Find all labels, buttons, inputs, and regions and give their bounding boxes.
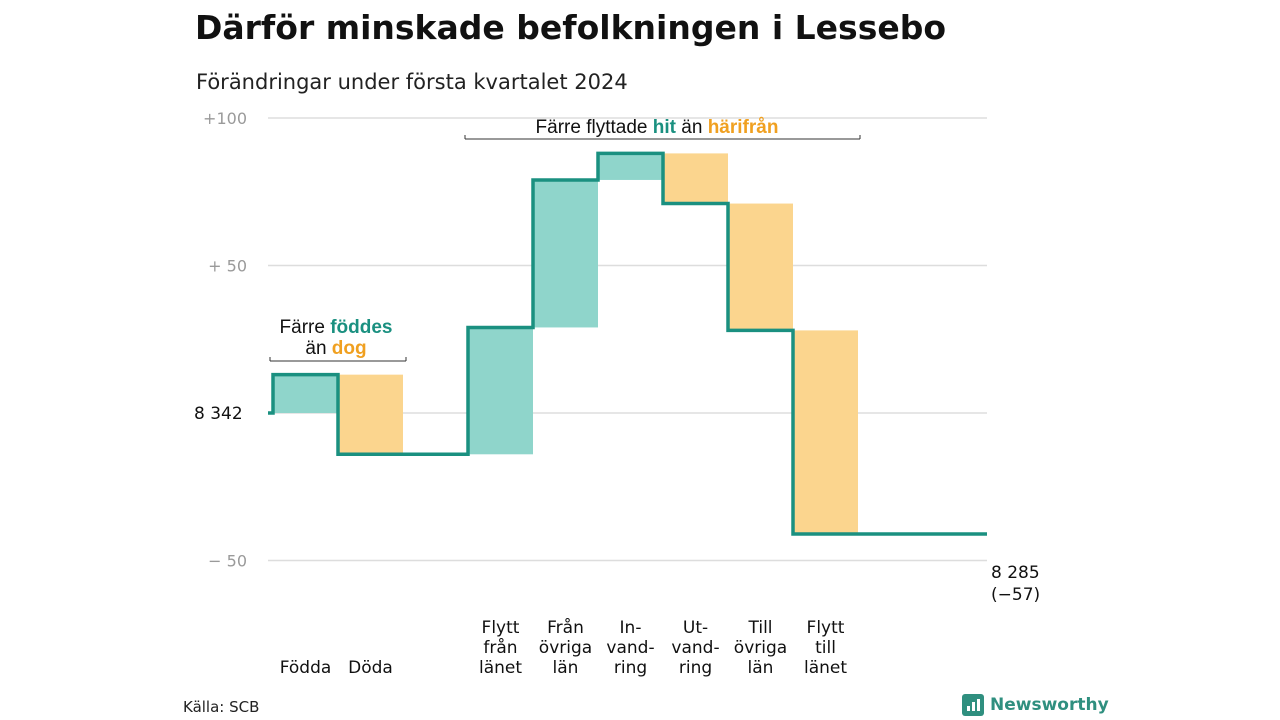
category-label: ring (614, 658, 647, 678)
waterfall-bar (273, 374, 338, 413)
y-tick-label: + 50 (208, 257, 247, 276)
category-label: länet (479, 658, 522, 678)
moves-annotation: Färre flyttade hit än härifrån (536, 117, 779, 138)
category-label: ring (679, 658, 712, 678)
category-label: In- (620, 618, 642, 638)
chart-subtitle: Förändringar under första kvartalet 2024 (196, 70, 628, 94)
brand-name: Newsworthy (990, 695, 1109, 715)
end-change-label: (−57) (991, 585, 1040, 605)
category-label: Döda (348, 658, 393, 678)
y-tick-label: +100 (203, 109, 247, 128)
category-label: Till (747, 618, 772, 638)
category-label: Flytt (482, 618, 520, 638)
category-label: från (483, 637, 517, 658)
waterfall-bar (793, 330, 858, 534)
end-value-label: 8 285 (991, 563, 1040, 583)
category-label: län (553, 658, 579, 678)
category-label: länet (804, 658, 847, 678)
waterfall-bar (663, 153, 728, 204)
category-label: övriga (539, 638, 592, 658)
births-annotation-line1: Färre föddes (280, 317, 393, 338)
chart-icon (962, 694, 984, 716)
category-label: Ut- (683, 618, 708, 638)
start-value-label: 8 342 (194, 404, 243, 424)
births-annotation-line2: än dog (305, 338, 366, 359)
waterfall-bar (468, 327, 533, 455)
category-label: län (748, 658, 774, 678)
waterfall-bar (533, 179, 598, 328)
category-label: vand- (606, 638, 654, 658)
brand-logo[interactable]: Newsworthy (962, 694, 1109, 716)
category-label: Från (547, 617, 584, 638)
chart-title: Därför minskade befolkningen i Lessebo (195, 8, 947, 47)
category-label: Flytt (807, 618, 845, 638)
y-tick-label: − 50 (208, 552, 247, 571)
category-label: övriga (734, 638, 787, 658)
population-step-line (268, 151, 987, 536)
source-note: Källa: SCB (183, 698, 260, 716)
waterfall-bar (598, 153, 663, 180)
waterfall-bar (728, 203, 793, 331)
waterfall-bar (338, 374, 403, 455)
category-label: vand- (671, 638, 719, 658)
category-label: till (815, 638, 836, 658)
category-label: Födda (280, 658, 332, 678)
